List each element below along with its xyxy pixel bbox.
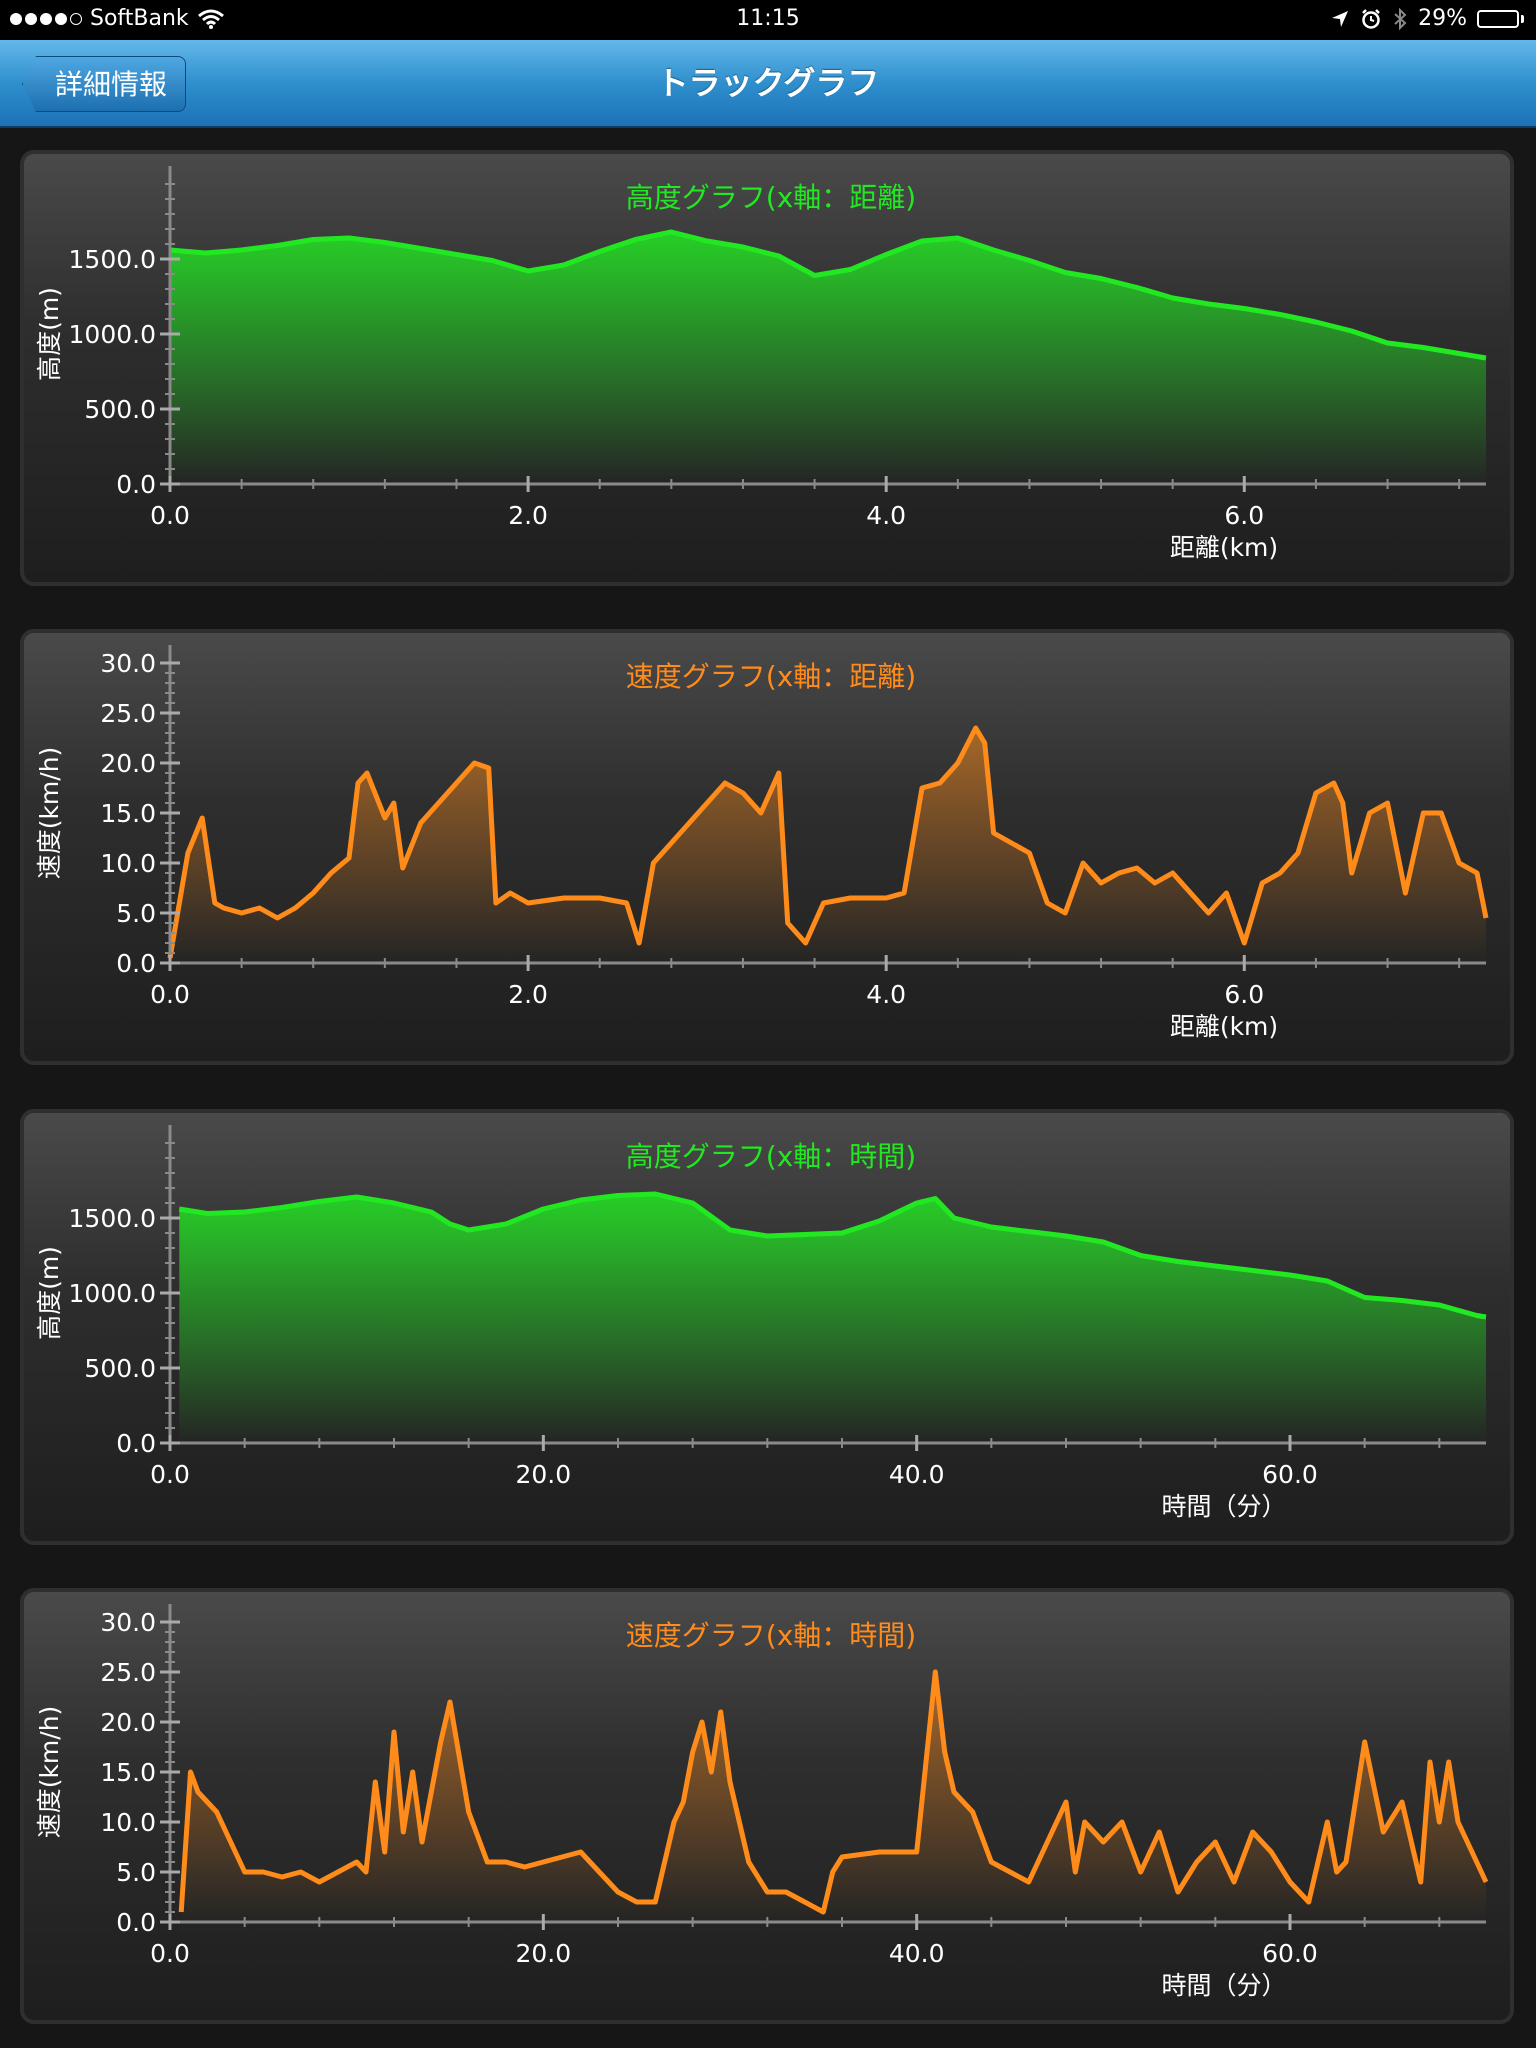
series-line xyxy=(167,725,1489,959)
series-area-fill xyxy=(170,232,1486,484)
wifi-icon xyxy=(197,9,224,29)
y-tick-label: 500.0 xyxy=(84,395,156,424)
chart-title: 高度グラフ(x軸：時間) xyxy=(626,1140,916,1173)
battery-icon xyxy=(1477,9,1524,28)
chart-title: 速度グラフ(x軸：時間) xyxy=(626,1619,916,1652)
y-tick-label: 0.0 xyxy=(116,1908,156,1937)
y-tick-label: 5.0 xyxy=(116,1858,156,1887)
x-tick-label: 6.0 xyxy=(1224,501,1264,530)
series-line xyxy=(169,229,1487,361)
x-tick-label: 40.0 xyxy=(889,1460,945,1489)
y-tick-label: 10.0 xyxy=(100,1808,156,1837)
bluetooth-icon xyxy=(1394,7,1407,30)
y-tick-label: 25.0 xyxy=(100,1658,156,1687)
y-tick-label: 20.0 xyxy=(100,1708,156,1737)
page-title: トラックグラフ xyxy=(656,64,880,102)
navigation-bar: トラックグラフ 詳細情報 xyxy=(0,40,1536,128)
y-tick-label: 25.0 xyxy=(100,699,156,728)
x-tick-label: 0.0 xyxy=(150,1939,190,1968)
x-tick-label: 2.0 xyxy=(508,501,548,530)
status-bar: SoftBank 11:15 29% xyxy=(0,0,1536,40)
y-tick-label: 5.0 xyxy=(116,899,156,928)
series-line xyxy=(178,1669,1489,1915)
clock: 11:15 xyxy=(736,6,800,31)
y-tick-label: 0.0 xyxy=(116,1429,156,1458)
x-tick-label: 6.0 xyxy=(1224,980,1264,1009)
y-tick-label: 20.0 xyxy=(100,749,156,778)
x-tick-label: 60.0 xyxy=(1262,1939,1318,1968)
y-tick-label: 0.0 xyxy=(116,949,156,978)
x-axis-label: 距離(km) xyxy=(1170,533,1278,562)
series-area-fill xyxy=(179,1194,1486,1443)
y-tick-label: 1500.0 xyxy=(69,1204,156,1233)
battery-percent: 29% xyxy=(1418,6,1467,31)
y-tick-label: 15.0 xyxy=(100,799,156,828)
altitude-distance-chart: 0.0 2.0 4.0 6.0 0.0 500.0 1000.0 1500.0 高度グラフ(x軸… xyxy=(20,150,1514,586)
y-axis-label: 速度(km/h) xyxy=(35,747,64,880)
y-tick-label: 1000.0 xyxy=(69,1279,156,1308)
y-tick-label: 30.0 xyxy=(100,1608,156,1637)
chart-title: 速度グラフ(x軸：距離) xyxy=(626,660,916,693)
location-arrow-icon xyxy=(1332,10,1349,27)
y-tick-label: 10.0 xyxy=(100,849,156,878)
x-axis-label: 時間（分） xyxy=(1161,1492,1286,1521)
y-tick-label: 0.0 xyxy=(116,470,156,499)
signal-strength-icon xyxy=(10,12,82,25)
series-line xyxy=(178,1191,1487,1320)
carrier-label: SoftBank xyxy=(90,6,189,31)
speed-distance-chart: 0.0 2.0 4.0 6.0 0.0 5.0 10.0 15.0 20.0 25.0 30.0 速度… xyxy=(20,629,1514,1065)
y-axis-label: 速度(km/h) xyxy=(35,1706,64,1839)
x-tick-label: 60.0 xyxy=(1262,1460,1318,1489)
x-tick-label: 40.0 xyxy=(889,1939,945,1968)
back-button[interactable]: 詳細情報 xyxy=(22,56,186,112)
y-axis-label: 高度(m) xyxy=(35,1246,64,1340)
chart-title: 高度グラフ(x軸：距離) xyxy=(626,181,916,214)
x-tick-label: 4.0 xyxy=(866,501,906,530)
x-tick-label: 0.0 xyxy=(150,980,190,1009)
x-tick-label: 20.0 xyxy=(515,1939,571,1968)
y-tick-label: 1000.0 xyxy=(69,320,156,349)
series-area-fill xyxy=(181,1672,1487,1922)
speed-time-chart: 0.0 20.0 40.0 60.0 0.0 5.0 10.0 15.0 20.0 25.0 30.… xyxy=(20,1588,1514,2024)
y-axis-label: 高度(m) xyxy=(35,287,64,381)
alarm-icon xyxy=(1362,8,1380,29)
y-tick-label: 15.0 xyxy=(100,1758,156,1787)
x-axis-label: 距離(km) xyxy=(1170,1012,1278,1041)
x-tick-label: 4.0 xyxy=(866,980,906,1009)
x-axis-label: 時間（分） xyxy=(1161,1971,1286,2000)
x-tick-label: 0.0 xyxy=(150,1460,190,1489)
altitude-time-chart: 0.0 20.0 40.0 60.0 0.0 500.0 1000.0 1500.0 高度グラフ… xyxy=(20,1109,1514,1545)
x-tick-label: 0.0 xyxy=(150,501,190,530)
series-area-fill xyxy=(170,728,1486,963)
y-tick-label: 500.0 xyxy=(84,1354,156,1383)
y-tick-label: 30.0 xyxy=(100,649,156,678)
x-tick-label: 20.0 xyxy=(515,1460,571,1489)
x-tick-label: 2.0 xyxy=(508,980,548,1009)
y-tick-label: 1500.0 xyxy=(69,245,156,274)
